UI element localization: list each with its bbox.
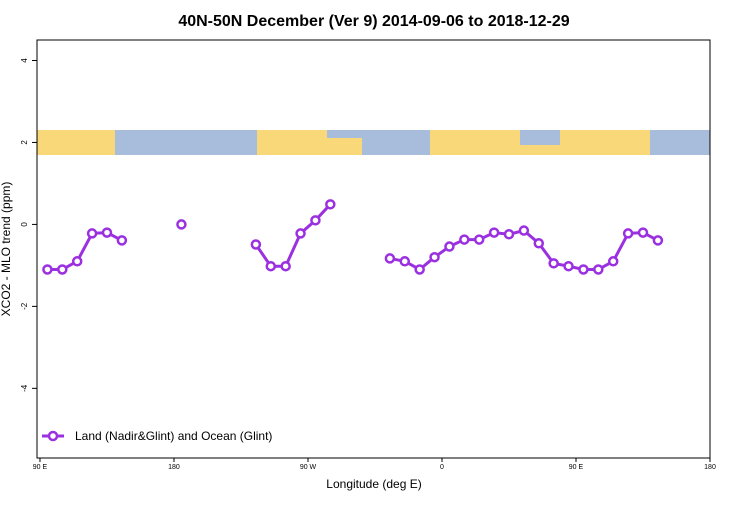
chart-title: 40N-50N December (Ver 9) 2014-09-06 to 2… (178, 13, 569, 30)
data-point (503, 228, 515, 240)
data-point (548, 258, 559, 269)
x-axis-label: Longitude (deg E) (326, 477, 421, 491)
data-point (563, 260, 574, 272)
x-tick-label: 0 (440, 464, 444, 471)
data-point (518, 225, 530, 236)
land-band (257, 130, 327, 155)
land-band (560, 130, 650, 155)
data-point (459, 234, 470, 245)
data-point (652, 235, 664, 246)
x-tick-label: 90 E (33, 464, 48, 471)
data-point (57, 264, 68, 275)
legend-label: Land (Nadir&Glint) and Ocean (Glint) (75, 429, 272, 443)
data-point (533, 238, 545, 249)
data-point (637, 227, 649, 238)
data-point (444, 241, 455, 252)
data-point (86, 228, 98, 239)
data-point (310, 215, 321, 226)
data-point (325, 199, 336, 210)
y-tick-label: 0 (20, 222, 29, 227)
y-tick-label: -4 (20, 384, 29, 392)
data-point (265, 260, 277, 272)
data-point (414, 264, 425, 275)
series-line (47, 203, 659, 271)
land-band (520, 145, 560, 155)
legend-marker (47, 430, 59, 442)
data-point (473, 234, 485, 245)
y-tick-label: 4 (20, 58, 29, 63)
data-point (71, 256, 83, 267)
land-band (327, 138, 362, 155)
map-band (37, 130, 710, 155)
data-point (384, 253, 396, 264)
x-tick-label: 90 E (569, 464, 584, 471)
data-point (42, 264, 53, 275)
data-point (578, 264, 589, 275)
data-point (295, 228, 306, 239)
y-tick-label: -2 (20, 302, 29, 310)
data-point (176, 219, 187, 230)
plot-frame (36, 39, 711, 459)
data-point (622, 228, 634, 239)
data-point (280, 260, 291, 272)
data-point (101, 227, 113, 238)
data-point (250, 239, 262, 250)
data-point (607, 256, 619, 267)
x-tick-label: 90 W (300, 464, 317, 471)
data-point (488, 227, 500, 238)
data-point (116, 235, 128, 246)
y-axis-label: XCO2 - MLO trend (ppm) (0, 182, 13, 317)
land-band (430, 130, 520, 155)
data-point (399, 256, 411, 267)
x-tick-label: 180 (704, 464, 716, 471)
x-tick-label: 180 (168, 464, 180, 471)
data-point (593, 264, 604, 275)
data-point (429, 251, 440, 263)
y-tick-label: 2 (20, 140, 29, 145)
land-band (37, 130, 115, 155)
